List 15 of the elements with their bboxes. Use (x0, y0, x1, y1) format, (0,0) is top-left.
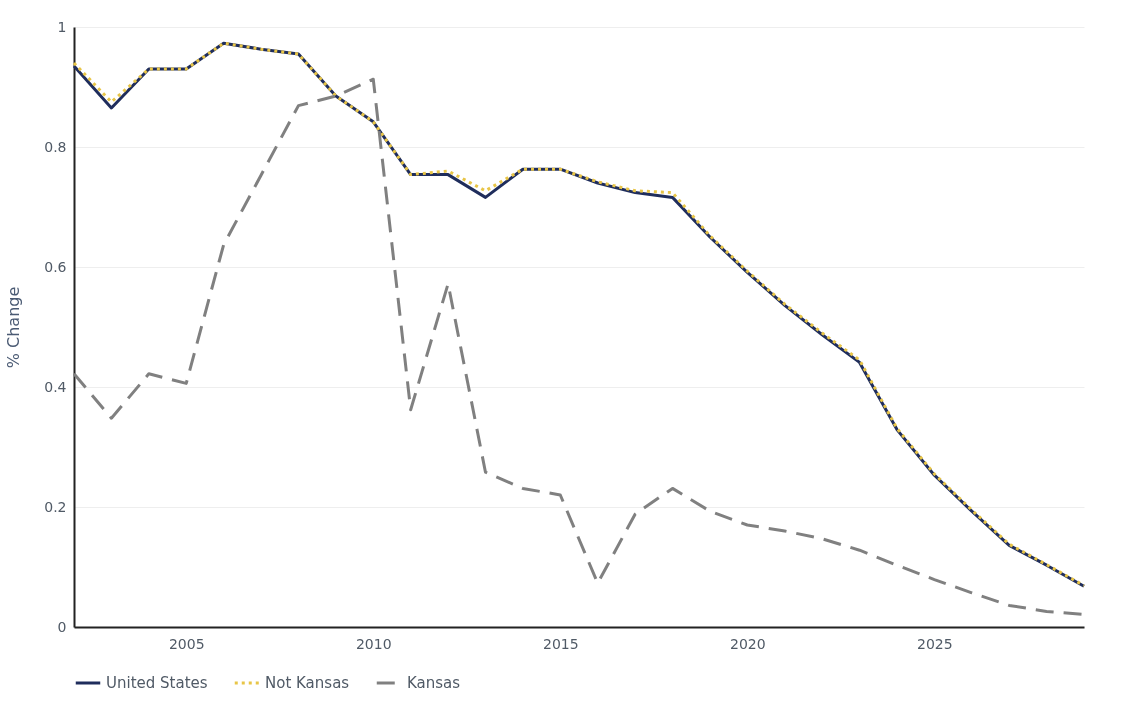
y-tick-label: 0.8 (44, 138, 67, 155)
legend-label: Kansas (407, 674, 461, 692)
x-tick-label: 2015 (542, 635, 579, 652)
y-tick-label: 0 (57, 618, 67, 635)
x-tick-label: 2020 (730, 635, 766, 652)
y-tick-label: 0.6 (44, 258, 67, 275)
y-axis-title: % Change (4, 286, 24, 369)
legend-label: Not Kansas (265, 674, 350, 692)
x-tick-label: 2005 (168, 635, 205, 652)
legend-label: United States (106, 674, 208, 692)
x-tick-label: 2025 (917, 635, 953, 652)
y-tick-label: 0.4 (44, 378, 67, 395)
y-tick-label: 1 (57, 18, 67, 35)
y-tick-label: 0.2 (44, 498, 67, 515)
x-tick-label: 2010 (355, 635, 392, 652)
